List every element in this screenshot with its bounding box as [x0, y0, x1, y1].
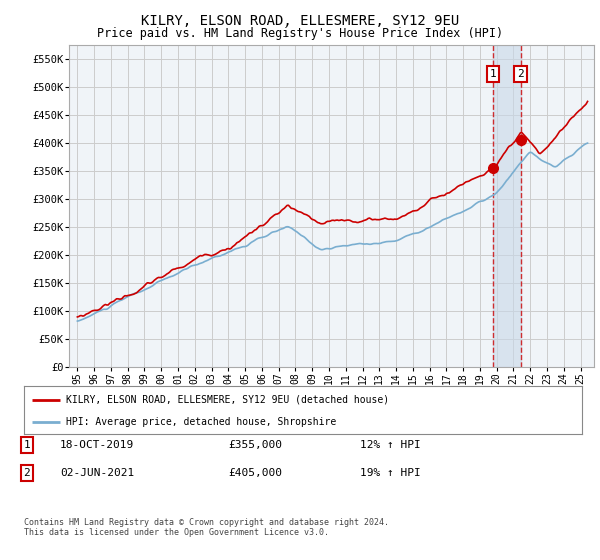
Text: 2: 2 [23, 468, 31, 478]
Text: 02-JUN-2021: 02-JUN-2021 [60, 468, 134, 478]
Text: KILRY, ELSON ROAD, ELLESMERE, SY12 9EU: KILRY, ELSON ROAD, ELLESMERE, SY12 9EU [141, 14, 459, 28]
Bar [493, 45, 521, 367]
Text: Price paid vs. HM Land Registry's House Price Index (HPI): Price paid vs. HM Land Registry's House … [97, 27, 503, 40]
Text: 18-OCT-2019: 18-OCT-2019 [60, 440, 134, 450]
Text: £355,000: £355,000 [228, 440, 282, 450]
Text: 1: 1 [490, 69, 497, 79]
Text: 12% ↑ HPI: 12% ↑ HPI [360, 440, 421, 450]
Text: 19% ↑ HPI: 19% ↑ HPI [360, 468, 421, 478]
Text: HPI: Average price, detached house, Shropshire: HPI: Average price, detached house, Shro… [66, 417, 336, 427]
Text: KILRY, ELSON ROAD, ELLESMERE, SY12 9EU (detached house): KILRY, ELSON ROAD, ELLESMERE, SY12 9EU (… [66, 395, 389, 405]
Text: Contains HM Land Registry data © Crown copyright and database right 2024.
This d: Contains HM Land Registry data © Crown c… [24, 518, 389, 538]
Text: 2: 2 [517, 69, 524, 79]
Text: 1: 1 [23, 440, 31, 450]
Text: £405,000: £405,000 [228, 468, 282, 478]
